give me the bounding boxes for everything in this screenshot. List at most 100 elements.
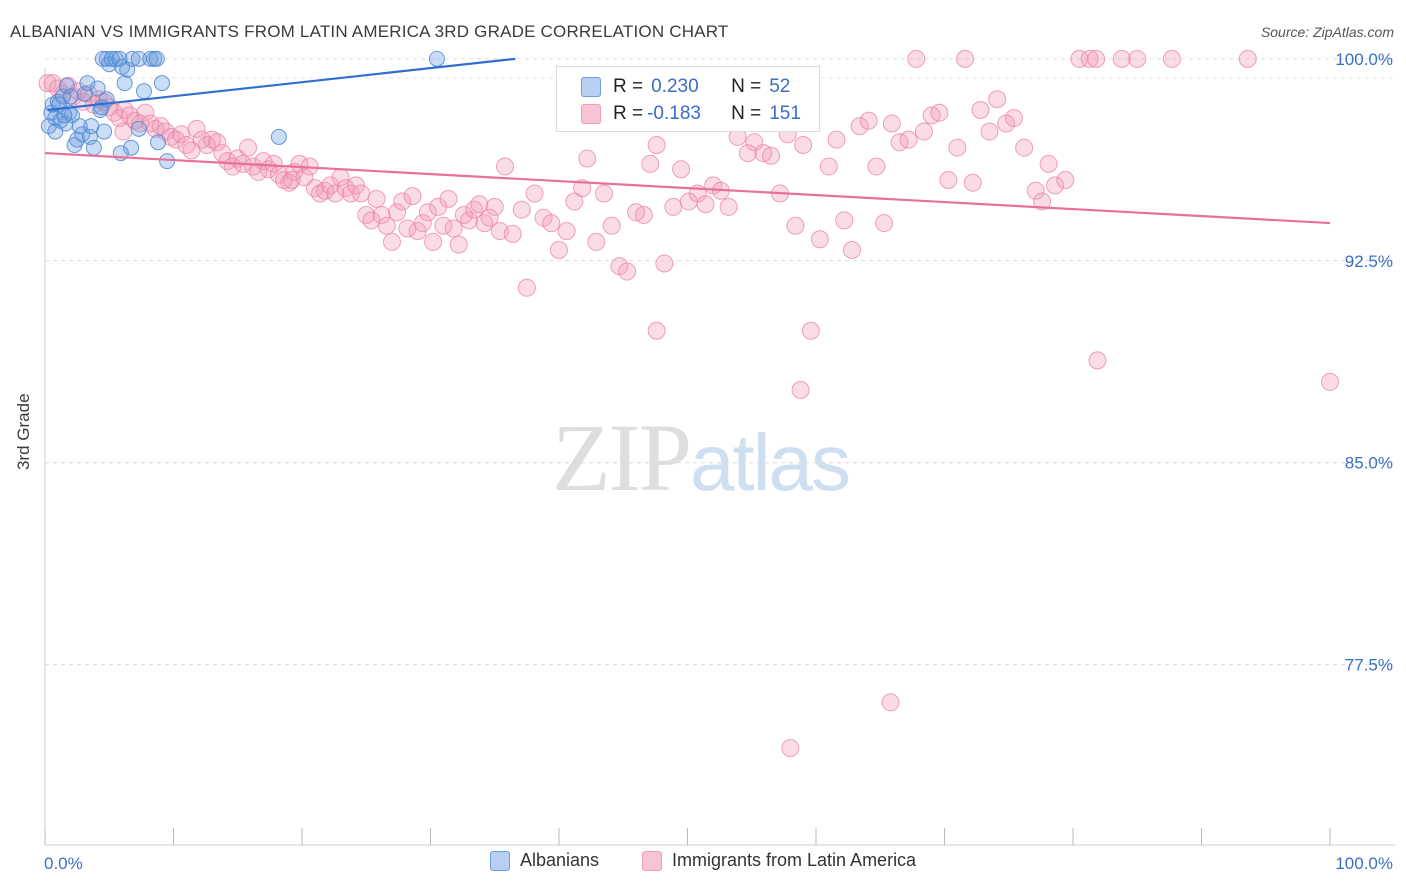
latin-point <box>512 200 531 219</box>
latin-point <box>594 184 613 203</box>
latin-point <box>791 381 810 399</box>
latin-point <box>738 144 757 163</box>
latin-swatch <box>581 104 601 124</box>
trend-lines <box>44 57 1331 225</box>
latin-point <box>485 197 504 216</box>
series-latin-america <box>38 49 1339 758</box>
latin-point <box>647 136 666 154</box>
latin-point <box>352 184 371 203</box>
latin-point <box>819 157 838 176</box>
latin-point <box>550 241 568 259</box>
albanian-point <box>94 50 111 67</box>
latin-point <box>167 130 186 149</box>
latin-point <box>1015 138 1034 157</box>
legend-item-albanians[interactable]: Albanians <box>490 850 599 871</box>
latin-point <box>1026 181 1045 200</box>
source-label: Source: ZipAtlas.com <box>1260 24 1394 40</box>
latin-point <box>672 160 691 179</box>
latin-point <box>557 222 576 241</box>
latin-point <box>939 171 958 189</box>
albanian-point <box>123 139 140 156</box>
latin-point <box>326 184 345 203</box>
latin-point <box>161 127 180 146</box>
latin-point <box>719 197 738 216</box>
latin-point <box>565 192 584 211</box>
latin-point <box>1039 154 1058 173</box>
latin-point <box>859 111 878 130</box>
y-tick-label: 77.5% <box>1345 656 1393 675</box>
latin-point <box>105 103 124 122</box>
axes <box>44 68 1395 846</box>
latin-point <box>664 197 683 216</box>
latin-point <box>367 189 386 208</box>
series-albanians <box>40 50 445 170</box>
legend-swatch-albanians <box>490 850 510 871</box>
legend-label-latin: Immigrants from Latin America <box>672 850 917 870</box>
latin-point <box>382 232 401 251</box>
latin-point <box>444 219 463 238</box>
latin-point <box>1088 351 1107 370</box>
latin-point <box>1033 192 1052 211</box>
latin-point <box>475 214 494 233</box>
latin-n-label: N = <box>731 103 762 124</box>
latin-point <box>136 103 155 122</box>
albanian-point <box>62 88 79 105</box>
latin-point <box>460 211 479 230</box>
stats-row-albanians: R = 0.230 N = 52 <box>581 74 790 100</box>
albanian-point <box>89 80 106 97</box>
latin-point <box>470 195 489 214</box>
latin-point <box>835 211 854 230</box>
latin-point <box>867 157 886 176</box>
latin-point <box>496 157 515 176</box>
albanian-point <box>83 118 100 135</box>
latin-point <box>449 235 468 254</box>
latin-point <box>875 214 894 233</box>
x-tick-label-min: 0.0% <box>44 854 83 873</box>
latin-point <box>573 179 592 198</box>
albanians-r-label: R = <box>613 76 644 97</box>
latin-point <box>146 119 165 138</box>
latin-point <box>801 321 820 340</box>
latin-point <box>542 214 561 233</box>
latin-point <box>239 138 258 157</box>
latin-point <box>842 241 861 259</box>
albanian-point <box>93 99 110 116</box>
latin-point <box>418 203 437 222</box>
albanian-point <box>79 75 96 92</box>
tick-labels: 100.0% 92.5% 85.0% 77.5% 0.0% 100.0% <box>44 50 1393 873</box>
latin-point <box>1056 171 1075 189</box>
latin-point <box>388 203 407 222</box>
albanians-n-value: 52 <box>769 76 791 97</box>
latin-point <box>956 49 975 68</box>
latin-point <box>781 739 800 758</box>
legend: Albanians Immigrants from Latin America <box>0 850 1406 880</box>
stats-box: R = 0.230 N = 52 R = -0.183 N = 151 <box>556 66 820 132</box>
latin-point <box>503 224 522 243</box>
latin-point <box>827 130 846 149</box>
legend-item-latin[interactable]: Immigrants from Latin America <box>642 850 916 871</box>
latin-point <box>980 122 999 141</box>
latin-point <box>655 254 674 273</box>
latin-point <box>1128 49 1147 68</box>
albanians-r-value: 0.230 <box>651 76 699 97</box>
latin-point <box>316 181 335 200</box>
latin-point <box>465 200 484 219</box>
albanian-point <box>142 50 159 67</box>
latin-point <box>1046 176 1065 195</box>
stats-row-latin: R = -0.183 N = 151 <box>581 101 801 127</box>
latin-point <box>641 154 660 173</box>
albanian-point <box>47 123 64 140</box>
latin-point <box>948 138 967 157</box>
albanians-n-label: N = <box>731 76 762 97</box>
albanian-point <box>56 107 73 124</box>
y-tick-label: 100.0% <box>1335 50 1393 69</box>
latin-point <box>208 133 227 152</box>
latin-point <box>882 114 901 133</box>
latin-point <box>899 130 918 149</box>
latin-point <box>963 173 982 192</box>
albanian-point <box>85 139 102 156</box>
trend-line-latin <box>44 151 1331 225</box>
latin-point <box>1080 49 1099 68</box>
latin-point <box>696 195 715 214</box>
latin-point <box>439 189 458 208</box>
